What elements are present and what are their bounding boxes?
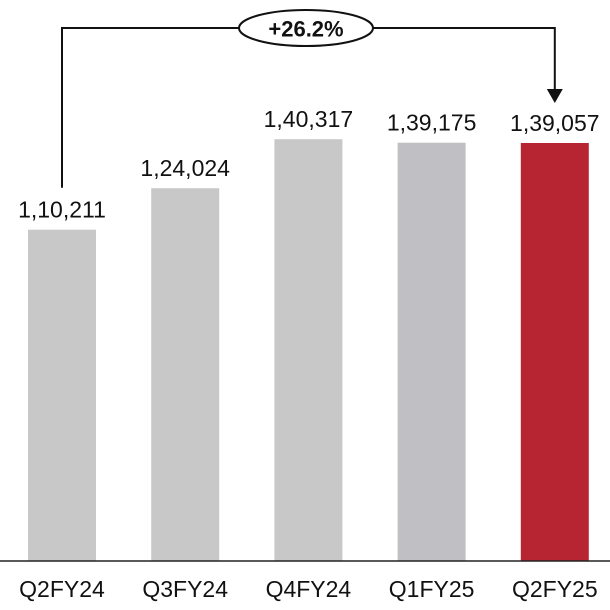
- bars-group: [28, 139, 589, 561]
- callout-bubble: [238, 9, 374, 47]
- x-tick-label-q1fy25: Q1FY25: [389, 576, 475, 602]
- x-tick-labels-group: Q2FY24 Q3FY24 Q4FY24 Q1FY25 Q2FY25: [19, 576, 597, 602]
- bar-q2fy25: [520, 143, 589, 561]
- value-label-q1fy25: 1,39,175: [387, 110, 477, 136]
- value-label-q2fy25: 1,39,057: [510, 110, 600, 136]
- x-tick-label-q2fy24: Q2FY24: [19, 576, 105, 602]
- bar-q4fy24: [274, 139, 343, 561]
- value-labels-group: 1,10,211 1,24,024 1,40,317 1,39,175 1,39,057: [18, 106, 599, 223]
- x-tick-label-q2fy25: Q2FY25: [512, 576, 598, 602]
- value-label-q4fy24: 1,40,317: [264, 106, 354, 132]
- x-tick-label-q4fy24: Q4FY24: [266, 576, 352, 602]
- growth-callout: +26.2%: [61, 9, 563, 188]
- value-label-q3fy24: 1,24,024: [140, 155, 230, 181]
- bar-q3fy24: [151, 188, 220, 561]
- callout-text: +26.2%: [268, 17, 343, 42]
- value-label-q2fy24: 1,10,211: [18, 197, 106, 223]
- bar-q2fy24: [28, 229, 96, 561]
- callout-arrowhead: [546, 89, 563, 103]
- x-tick-label-q3fy24: Q3FY24: [142, 576, 228, 602]
- bar-q1fy25: [397, 142, 466, 561]
